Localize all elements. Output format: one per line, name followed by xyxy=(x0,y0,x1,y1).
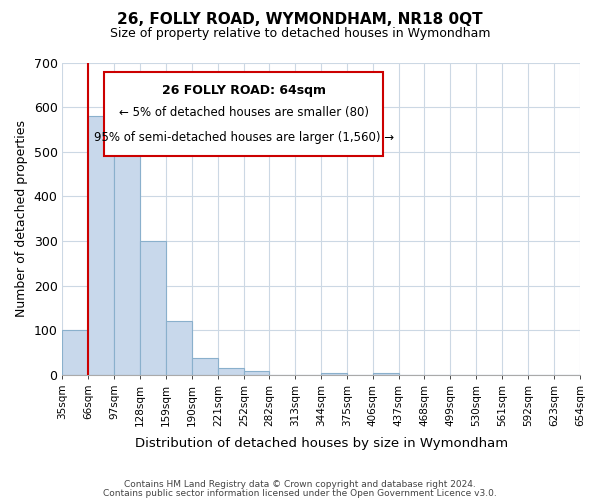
Text: Contains public sector information licensed under the Open Government Licence v3: Contains public sector information licen… xyxy=(103,488,497,498)
Bar xyxy=(218,368,244,374)
Text: ← 5% of detached houses are smaller (80): ← 5% of detached houses are smaller (80) xyxy=(119,106,368,119)
Bar xyxy=(373,373,398,374)
Y-axis label: Number of detached properties: Number of detached properties xyxy=(15,120,28,317)
Bar xyxy=(166,321,192,374)
X-axis label: Distribution of detached houses by size in Wymondham: Distribution of detached houses by size … xyxy=(134,437,508,450)
Bar xyxy=(321,372,347,374)
Bar xyxy=(192,358,218,374)
Bar xyxy=(114,150,140,374)
Bar xyxy=(88,116,114,374)
Text: Contains HM Land Registry data © Crown copyright and database right 2024.: Contains HM Land Registry data © Crown c… xyxy=(124,480,476,489)
Bar xyxy=(244,371,269,374)
Bar xyxy=(140,241,166,374)
Text: 95% of semi-detached houses are larger (1,560) →: 95% of semi-detached houses are larger (… xyxy=(94,131,394,144)
Text: 26 FOLLY ROAD: 64sqm: 26 FOLLY ROAD: 64sqm xyxy=(161,84,326,98)
Bar xyxy=(62,330,88,374)
FancyBboxPatch shape xyxy=(104,72,383,156)
Text: 26, FOLLY ROAD, WYMONDHAM, NR18 0QT: 26, FOLLY ROAD, WYMONDHAM, NR18 0QT xyxy=(117,12,483,28)
Text: Size of property relative to detached houses in Wymondham: Size of property relative to detached ho… xyxy=(110,28,490,40)
